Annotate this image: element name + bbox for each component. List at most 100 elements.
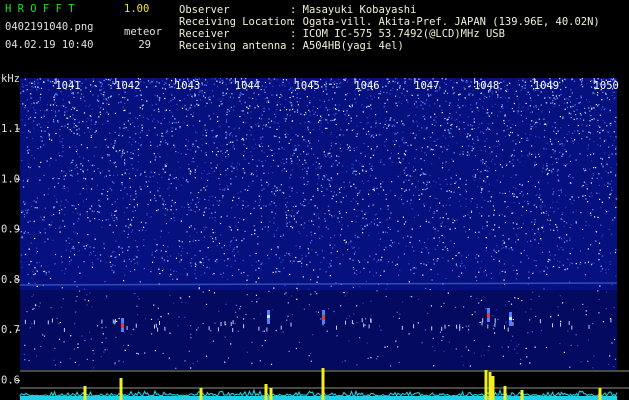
noise-dot: [236, 168, 238, 170]
noise-dot: [165, 223, 168, 225]
noise-dot: [75, 150, 78, 153]
noise-dot: [258, 159, 260, 161]
noise-dot: [250, 134, 252, 136]
noise-dot: [186, 179, 188, 181]
noise-dot: [500, 96, 502, 99]
noise-dot: [557, 236, 560, 238]
noise-dot: [363, 106, 365, 108]
noise-dot: [104, 176, 106, 178]
noise-dot: [516, 352, 518, 354]
noise-dot: [213, 83, 216, 85]
noise-dot: [345, 242, 347, 244]
noise-dot: [304, 167, 306, 169]
noise-dot: [204, 189, 207, 191]
noise-dot: [268, 118, 270, 120]
noise-dot: [277, 246, 279, 248]
noise-dot: [273, 233, 275, 235]
tone-dot: [459, 326, 461, 331]
noise-dot: [72, 114, 74, 116]
noise-dot: [341, 216, 343, 219]
noise-dot: [295, 347, 297, 350]
noise-dot: [455, 348, 457, 350]
noise-dot: [176, 122, 178, 124]
noise-dot: [265, 205, 267, 207]
noise-dot: [587, 339, 589, 341]
noise-dot: [609, 111, 611, 113]
noise-dot: [408, 179, 410, 181]
noise-dot: [334, 104, 337, 106]
noise-dot: [290, 102, 292, 104]
noise-dot: [62, 150, 64, 153]
noise-dot: [117, 151, 119, 153]
noise-dot: [326, 119, 328, 121]
noise-dot: [298, 231, 300, 233]
noise-dot: [110, 87, 112, 89]
noise-dot: [504, 192, 506, 194]
noise-dot: [582, 168, 585, 170]
noise-dot: [104, 349, 106, 351]
noise-dot: [23, 201, 25, 203]
noise-dot: [129, 156, 131, 159]
noise-dot: [484, 163, 486, 165]
noise-dot: [480, 267, 482, 269]
noise-dot: [300, 224, 302, 226]
noise-dot: [275, 190, 277, 192]
noise-dot: [109, 261, 111, 263]
noise-dot: [64, 114, 66, 116]
noise-dot: [127, 233, 129, 235]
noise-dot: [226, 185, 229, 187]
noise-dot: [557, 141, 559, 143]
noise-dot: [534, 233, 536, 236]
noise-dot: [437, 244, 439, 246]
noise-dot: [139, 186, 141, 188]
noise-dot: [255, 98, 257, 101]
noise-dot: [55, 159, 57, 161]
noise-dot: [297, 210, 300, 212]
noise-dot: [349, 258, 351, 260]
noise-dot: [246, 84, 248, 86]
noise-dot: [502, 234, 504, 236]
noise-dot: [190, 209, 192, 211]
noise-dot: [261, 345, 263, 347]
noise-dot: [173, 302, 175, 304]
noise-dot: [492, 315, 494, 317]
noise-dot: [309, 111, 311, 113]
noise-dot: [509, 82, 511, 84]
noise-dot: [309, 102, 311, 104]
noise-dot: [592, 91, 595, 93]
noise-dot: [389, 123, 391, 125]
noise-dot: [291, 169, 293, 171]
noise-dot: [453, 246, 455, 248]
noise-dot: [189, 170, 191, 172]
noise-dot: [300, 79, 303, 81]
noise-dot: [343, 79, 345, 81]
noise-dot: [164, 164, 166, 166]
noise-dot: [289, 101, 291, 103]
noise-dot: [47, 132, 50, 134]
noise-dot: [607, 185, 609, 188]
noise-dot: [156, 81, 158, 83]
noise-dot: [24, 105, 26, 107]
noise-dot: [306, 96, 308, 98]
noise-dot: [525, 117, 527, 119]
noise-dot: [219, 81, 221, 83]
noise-dot: [132, 122, 134, 124]
noise-dot: [101, 219, 104, 222]
noise-dot: [546, 163, 548, 165]
noise-dot: [243, 318, 245, 320]
noise-dot: [225, 131, 227, 133]
noise-dot: [215, 238, 217, 241]
noise-dot: [410, 236, 412, 238]
noise-dot: [450, 132, 452, 134]
noise-dot: [600, 157, 602, 159]
noise-dot: [72, 246, 74, 248]
noise-dot: [194, 95, 196, 97]
noise-dot: [112, 231, 114, 233]
noise-dot: [345, 119, 347, 121]
noise-dot: [76, 212, 79, 214]
noise-dot: [183, 78, 185, 81]
noise-dot: [94, 218, 96, 220]
noise-dot: [258, 144, 260, 146]
noise-dot: [525, 209, 528, 212]
noise-dot: [130, 224, 133, 227]
